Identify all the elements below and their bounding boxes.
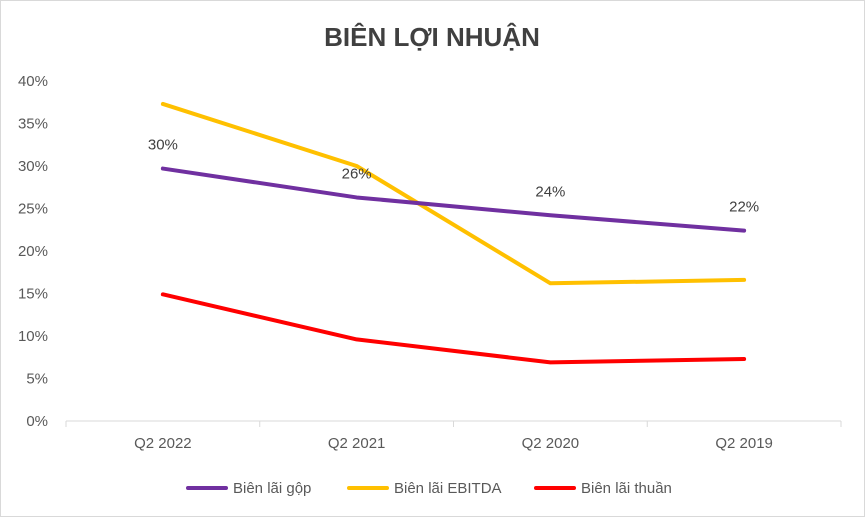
legend-label: Biên lãi EBITDA <box>394 480 502 497</box>
y-tick-label: 30% <box>18 158 48 175</box>
data-labels: 30% 26% 24% 22% <box>148 137 759 216</box>
data-label: 30% <box>148 137 178 154</box>
x-axis: Q2 2022 Q2 2021 Q2 2020 Q2 2019 <box>65 421 842 452</box>
x-tick-label: Q2 2022 <box>134 435 192 452</box>
y-tick-label: 20% <box>18 243 48 260</box>
x-tick-label: Q2 2021 <box>328 435 386 452</box>
data-label: 22% <box>729 199 759 216</box>
x-tick-label: Q2 2020 <box>522 435 580 452</box>
y-tick-label: 35% <box>18 116 48 133</box>
x-tick-label: Q2 2019 <box>715 435 773 452</box>
y-tick-label: 25% <box>18 201 48 218</box>
legend: Biên lãi gộp Biên lãi EBITDA Biên lãi thuầ… <box>186 480 672 497</box>
y-tick-label: 15% <box>18 286 48 303</box>
series-line <box>160 101 747 286</box>
data-label: 24% <box>535 183 565 200</box>
series-line <box>160 292 747 365</box>
y-axis: 0% 5% 10% 15% 20% 25% 30% 35% 40% <box>18 73 48 430</box>
y-tick-label: 40% <box>18 73 48 90</box>
chart-title: BIÊN LỢI NHUẬN <box>324 22 540 52</box>
y-tick-label: 0% <box>26 413 48 430</box>
legend-label: Biên lãi gộp <box>233 480 311 497</box>
legend-label: Biên lãi thuần <box>581 480 672 497</box>
y-tick-label: 5% <box>26 371 48 388</box>
series-line <box>160 166 747 233</box>
y-tick-label: 10% <box>18 328 48 345</box>
data-label: 26% <box>342 165 372 182</box>
series-group <box>160 101 747 365</box>
